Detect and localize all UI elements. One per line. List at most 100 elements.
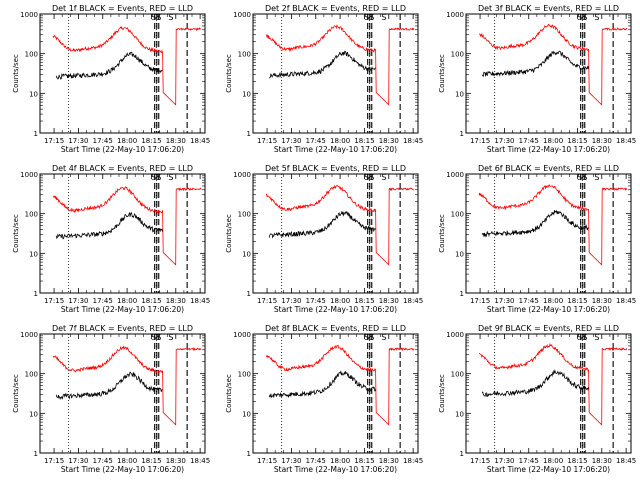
panel-2: Det 2f BLACK = Events, RED = LLD 1 10 100 10… [225, 4, 423, 154]
y-tick-label: 1 [460, 130, 464, 138]
y-tick-label: 1000 [20, 171, 38, 179]
x-tick-label: 18:30 [379, 137, 399, 145]
x-tick-label: 18:45 [616, 457, 636, 465]
x-tick-label: 18:45 [403, 457, 423, 465]
y-tick-label: 10 [242, 410, 251, 418]
y-axis-label: Counts/sec [438, 374, 446, 413]
x-tick-label: 18:00 [330, 297, 350, 305]
x-tick-label: 17:15 [44, 297, 64, 305]
x-tick-label: 18:15 [141, 457, 161, 465]
y-axis-label: Counts/sec [12, 214, 20, 253]
x-axis-label: Start Time (22-May-10 17:06:20) [274, 305, 397, 314]
event-marker-label: SS [151, 333, 161, 342]
x-tick-label: 18:00 [117, 137, 137, 145]
plot-frame [39, 173, 206, 294]
x-tick-label: 18:15 [354, 457, 374, 465]
x-tick-label: 17:15 [44, 457, 64, 465]
x-tick-label: 18:30 [166, 457, 186, 465]
x-tick-label: 18:00 [330, 137, 350, 145]
plot-frame [252, 13, 419, 134]
x-tick-label: 18:15 [567, 457, 587, 465]
event-marker-label: S [168, 333, 173, 342]
y-tick-label: 100 [451, 211, 464, 219]
y-tick-label: 1000 [20, 11, 38, 19]
x-tick-label: 18:15 [141, 297, 161, 305]
x-axis-label: Start Time (22-May-10 17:06:20) [274, 465, 397, 474]
y-tick-label: 1000 [233, 11, 251, 19]
x-axis-label: Start Time (22-May-10 17:06:20) [61, 305, 184, 314]
x-tick-label: 18:45 [616, 137, 636, 145]
x-tick-label: 17:30 [68, 137, 88, 145]
x-tick-label: 18:15 [567, 137, 587, 145]
x-tick-label: 18:45 [190, 457, 210, 465]
x-tick-label: 17:45 [306, 137, 326, 145]
y-tick-label: 1000 [233, 171, 251, 179]
y-tick-label: 10 [242, 90, 251, 98]
x-tick-label: 17:30 [281, 457, 301, 465]
event-marker-label: SS [364, 173, 374, 182]
y-tick-label: 100 [25, 51, 38, 59]
x-tick-label: 17:45 [93, 297, 113, 305]
x-tick-label: 18:00 [117, 457, 137, 465]
y-tick-label: 10 [455, 410, 464, 418]
x-tick-label: 17:30 [494, 457, 514, 465]
x-tick-label: 18:45 [403, 137, 423, 145]
x-tick-label: 17:15 [257, 457, 277, 465]
x-tick-label: 18:30 [166, 137, 186, 145]
y-tick-label: 100 [238, 211, 251, 219]
event-marker-label: S [381, 13, 386, 22]
y-tick-label: 1 [247, 130, 251, 138]
y-tick-label: 1 [34, 290, 38, 298]
panel-6: Det 6f BLACK = Events, RED = LLD 1 10 100 10… [438, 164, 636, 314]
y-axis-label: Counts/sec [12, 374, 20, 413]
x-tick-label: 17:45 [93, 137, 113, 145]
panel-1: Det 1f BLACK = Events, RED = LLD 1 10 100 10… [12, 4, 210, 154]
y-tick-label: 100 [238, 371, 251, 379]
y-tick-label: 1000 [20, 331, 38, 339]
panel-title: Det 3f BLACK = Events, RED = LLD [478, 4, 619, 13]
panel-title: Det 6f BLACK = Events, RED = LLD [478, 164, 619, 173]
y-tick-label: 1 [460, 290, 464, 298]
panel-5: Det 5f BLACK = Events, RED = LLD 1 10 100 10… [225, 164, 423, 314]
x-tick-label: 18:00 [330, 457, 350, 465]
x-tick-label: 18:15 [141, 137, 161, 145]
x-tick-label: 17:15 [470, 457, 490, 465]
x-tick-label: 17:30 [281, 297, 301, 305]
plot-frame [465, 333, 632, 454]
y-tick-label: 1 [460, 450, 464, 458]
x-tick-label: 17:15 [470, 297, 490, 305]
x-tick-label: 18:15 [354, 297, 374, 305]
black-events-series [268, 211, 376, 239]
x-tick-label: 18:15 [354, 137, 374, 145]
x-axis-label: Start Time (22-May-10 17:06:20) [487, 145, 610, 154]
x-tick-label: 17:15 [44, 137, 64, 145]
red-lld-series [265, 24, 415, 106]
x-tick-label: 17:30 [68, 297, 88, 305]
x-axis-label: Start Time (22-May-10 17:06:20) [61, 145, 184, 154]
y-tick-label: 100 [25, 371, 38, 379]
x-axis-label: Start Time (22-May-10 17:06:20) [61, 465, 184, 474]
y-axis-label: Counts/sec [438, 54, 446, 93]
red-lld-series [266, 184, 415, 266]
event-marker-label: SS [364, 333, 374, 342]
y-tick-label: 1000 [446, 331, 464, 339]
x-tick-label: 17:15 [470, 137, 490, 145]
y-tick-label: 10 [29, 410, 38, 418]
x-tick-label: 18:15 [567, 297, 587, 305]
red-lld-series [478, 342, 628, 426]
panel-3: Det 3f BLACK = Events, RED = LLD 1 10 100 10… [438, 4, 636, 154]
plot-frame [252, 333, 419, 454]
y-axis-label: Counts/sec [225, 54, 233, 93]
plot-frame [465, 173, 632, 294]
y-tick-label: 100 [451, 51, 464, 59]
event-marker-label: S [381, 173, 386, 182]
x-tick-label: 17:45 [306, 457, 326, 465]
x-tick-label: 17:45 [306, 297, 326, 305]
x-tick-label: 18:00 [543, 297, 563, 305]
x-axis-label: Start Time (22-May-10 17:06:20) [487, 305, 610, 314]
red-lld-series [52, 26, 202, 106]
y-tick-label: 1 [247, 290, 251, 298]
panel-4: Det 4f BLACK = Events, RED = LLD 1 10 100 10… [12, 164, 210, 314]
y-tick-label: 100 [238, 51, 251, 59]
